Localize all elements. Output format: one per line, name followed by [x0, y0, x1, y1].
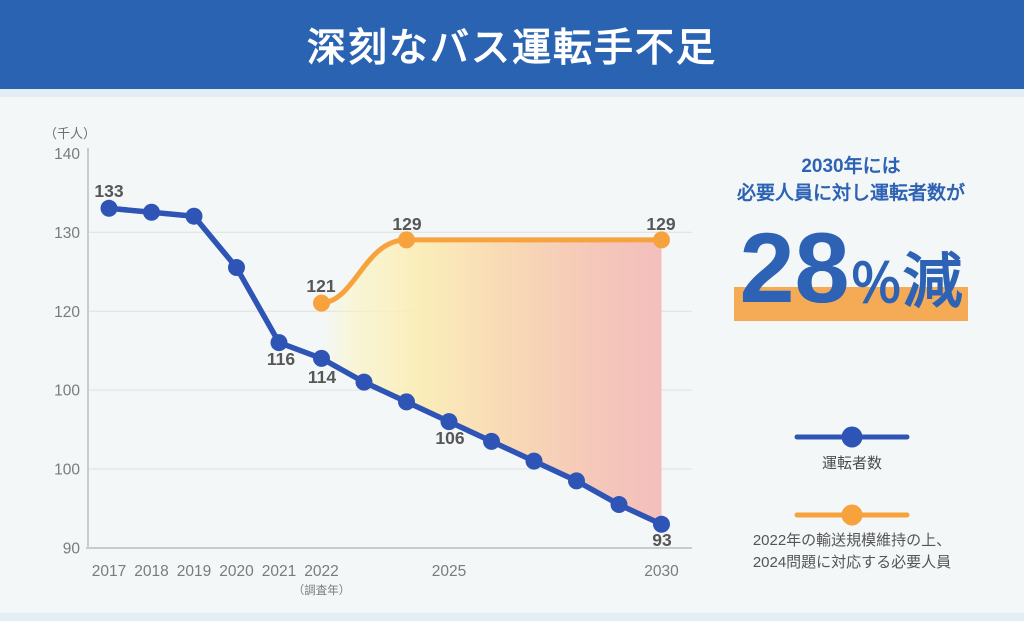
- x-tick: 2022: [304, 563, 338, 580]
- highlight-bar: [734, 287, 968, 321]
- point-labels: 133 116 114 106 93 121 129 129: [94, 181, 675, 550]
- legend-drivers-label: 運転者数: [821, 455, 882, 472]
- x-tick: 2018: [134, 563, 168, 580]
- x-tick: 2019: [177, 563, 211, 580]
- drivers-dots: [100, 199, 670, 533]
- point-label: 121: [306, 276, 335, 296]
- x-tick-labels: 2017 2018 2019 2020 2021 2022 2025 2030: [92, 563, 679, 580]
- percent-number: 28: [739, 212, 850, 323]
- data-point: [185, 207, 203, 225]
- data-point: [270, 334, 288, 352]
- y-tick: 130: [54, 225, 80, 242]
- y-axis-unit: （千人）: [44, 126, 96, 141]
- callout-figure: 28％減: [733, 218, 969, 321]
- data-point: [313, 294, 330, 312]
- point-label: 129: [392, 214, 421, 234]
- y-tick-labels: 140 130 120 100 100 90: [54, 146, 80, 558]
- footer-divider: [0, 613, 1024, 621]
- data-point: [355, 373, 373, 391]
- y-tick: 120: [54, 304, 80, 321]
- data-point: [525, 452, 543, 470]
- point-label: 114: [308, 367, 336, 387]
- shortage-area: [321, 239, 662, 525]
- y-tick: 100: [54, 383, 80, 400]
- callout-line-1: 2030年には: [801, 156, 901, 177]
- legend-required-swatch: [794, 504, 910, 526]
- legend-required-line-2: 2024問題に対応する必要人員: [752, 554, 952, 571]
- data-point: [653, 515, 670, 533]
- x-tick: 2020: [219, 563, 254, 580]
- header-divider: [0, 89, 1024, 97]
- y-tick: 140: [54, 146, 80, 163]
- data-point: [568, 472, 585, 490]
- decrease-kanji: 減: [902, 248, 963, 315]
- data-point: [143, 203, 160, 221]
- y-tick: 90: [63, 541, 81, 558]
- axes: [86, 148, 692, 549]
- point-label: 133: [94, 181, 123, 201]
- point-label: 106: [435, 428, 464, 448]
- callout-line-2: 必要人員に対し運転者数が: [736, 183, 965, 204]
- data-point: [610, 496, 628, 514]
- percent-decrease: 28％減: [733, 218, 969, 317]
- data-point: [483, 432, 500, 450]
- data-point: [313, 349, 330, 367]
- page-title: 深刻なバス運転手不足: [306, 26, 717, 70]
- callout-panel: 2030年には 必要人員に対し運転者数が 28％減: [733, 153, 969, 321]
- x-tick: 2017: [92, 563, 126, 580]
- point-label: 116: [267, 349, 295, 369]
- survey-year-note: （調査年）: [293, 583, 351, 597]
- x-tick: 2025: [432, 563, 466, 580]
- data-point: [100, 199, 118, 217]
- data-point: [398, 231, 415, 249]
- legend-required-line-1: 2022年の輸送規模維持の上、: [752, 532, 952, 549]
- point-label: 129: [646, 214, 675, 234]
- data-point: [398, 393, 415, 411]
- x-tick: 2021: [262, 563, 296, 580]
- data-point: [440, 413, 458, 431]
- data-point: [228, 259, 245, 277]
- point-label: 93: [652, 530, 672, 550]
- y-tick: 100: [54, 462, 80, 479]
- percent-sign: ％: [849, 255, 903, 314]
- x-tick: 2030: [644, 563, 679, 580]
- required-dots: [313, 231, 670, 312]
- legend-required-label: 2022年の輸送規模維持の上、 2024問題に対応する必要人員: [716, 530, 988, 574]
- header-bar: 深刻なバス運転手不足: [0, 0, 1024, 89]
- data-point: [653, 231, 670, 249]
- legend-drivers-swatch: [794, 426, 910, 448]
